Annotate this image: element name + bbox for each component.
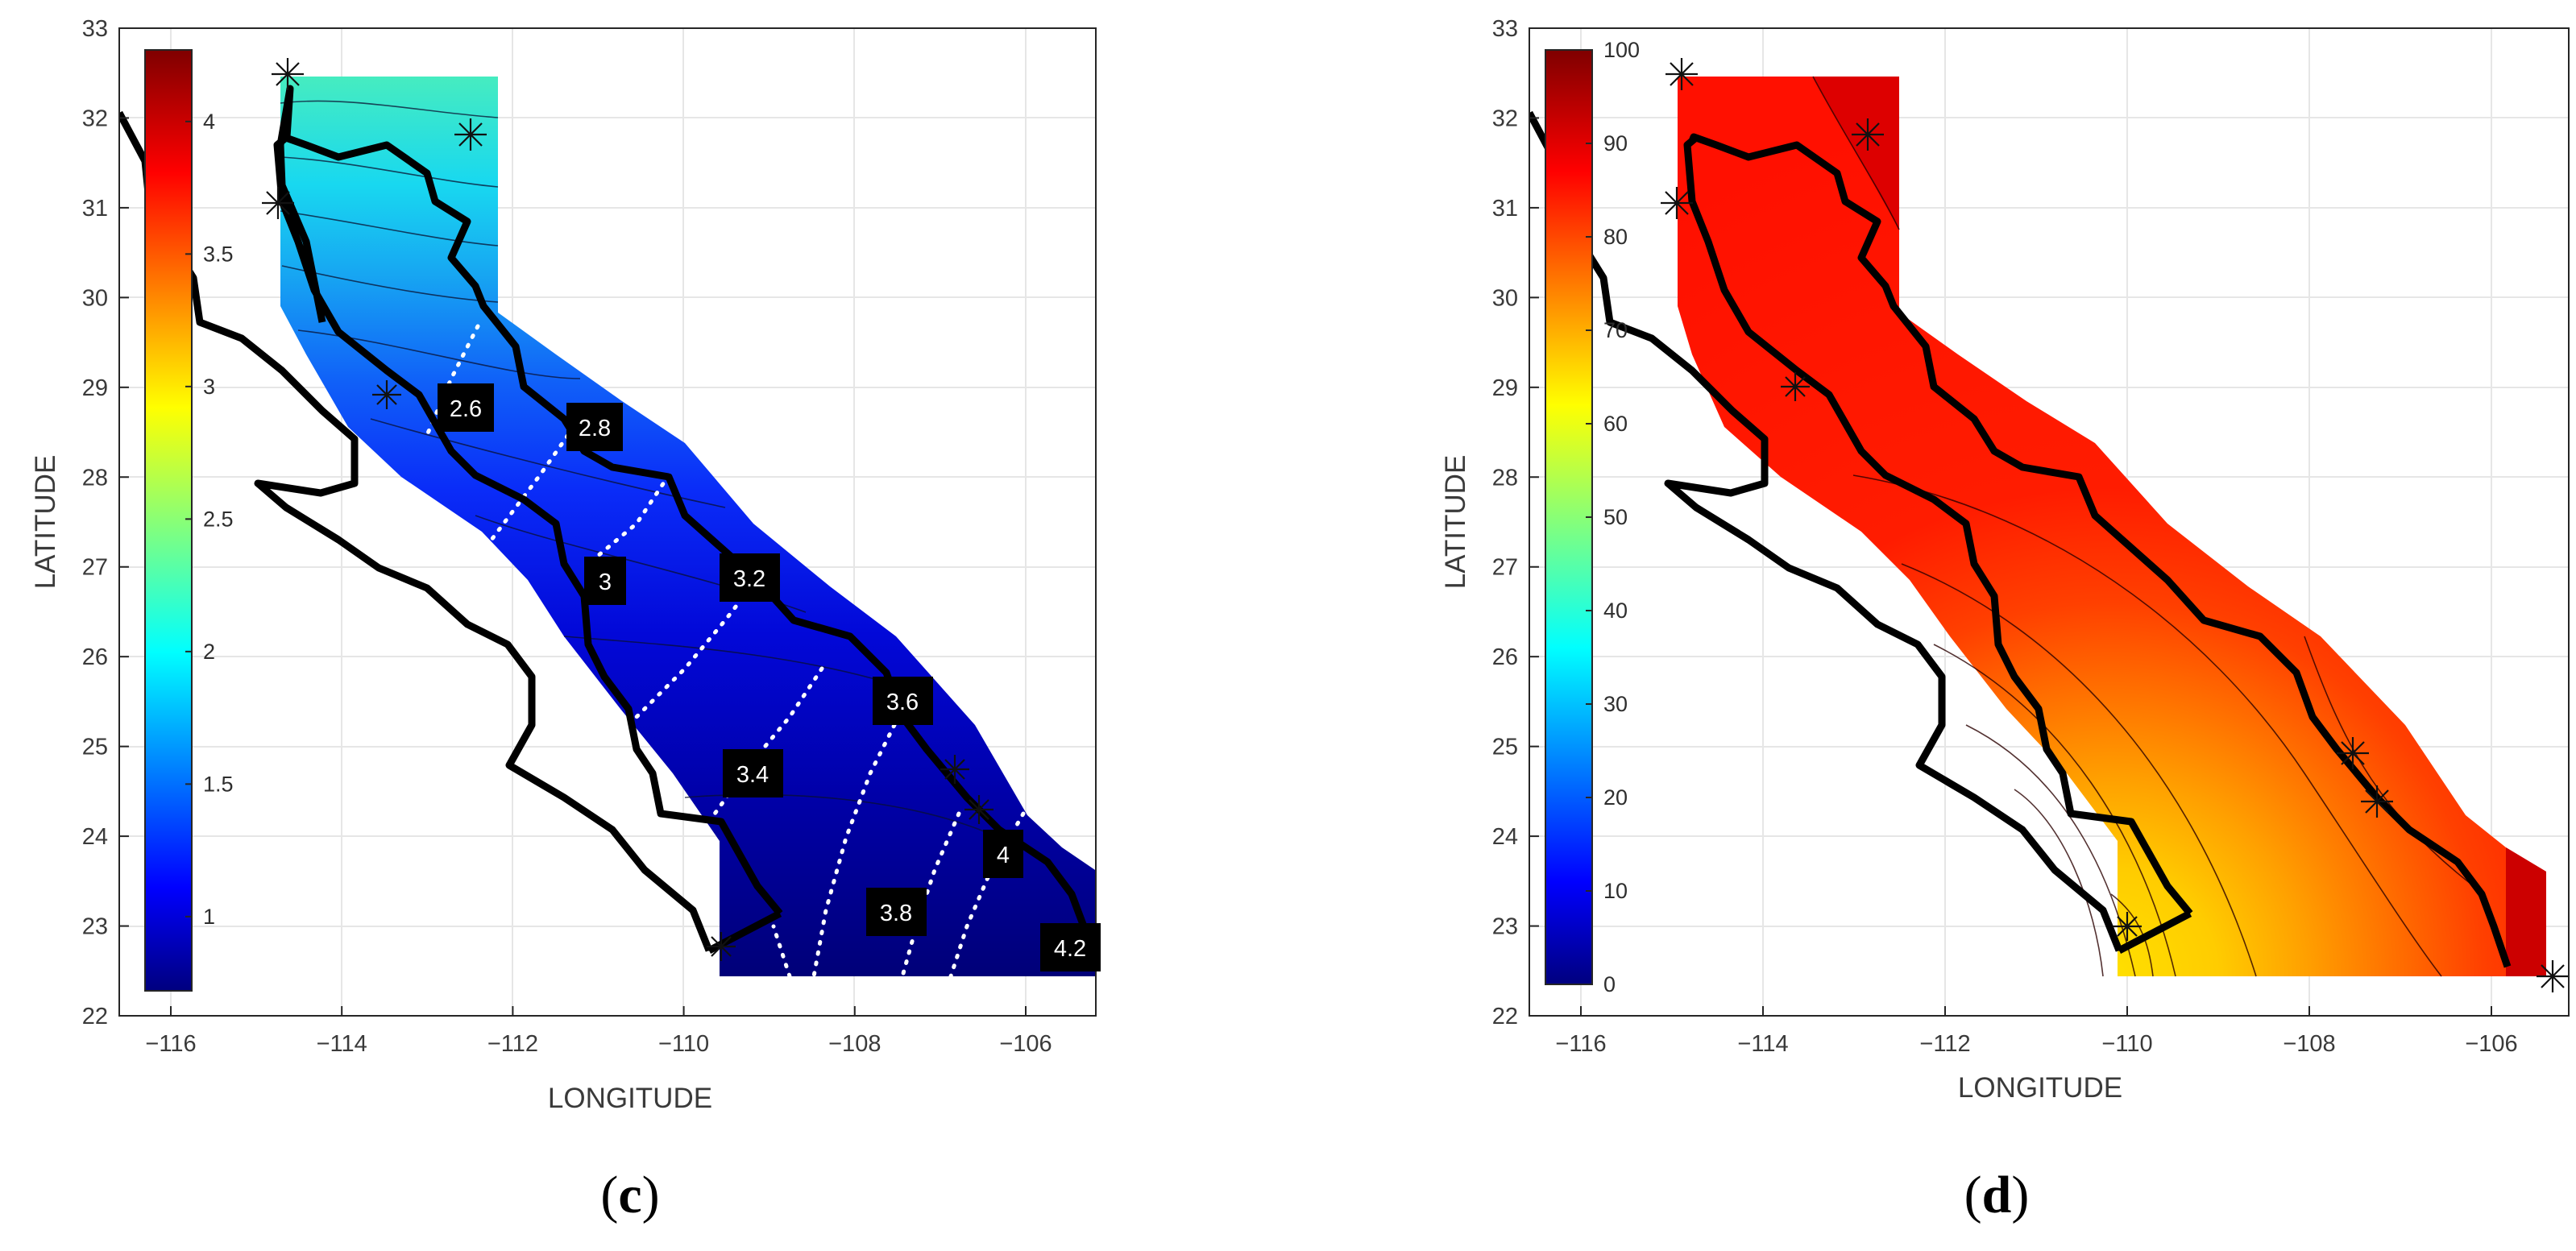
x-tick-label: −110: [658, 1031, 709, 1057]
x-tick-label: −116: [1555, 1031, 1606, 1057]
x-axis-label-d: LONGITUDE: [1958, 1072, 2122, 1104]
contour-label: 3: [599, 570, 612, 595]
contour-label: 4: [997, 843, 1010, 868]
x-tick-label: −114: [317, 1031, 367, 1057]
contour-label: 3.2: [733, 566, 765, 592]
contour-labels-c: 2.6 2.8 3 3.2 3.4 3.6 3.8 4 4.2: [438, 383, 1101, 971]
y-tick-label: 22: [1492, 1004, 1518, 1029]
coastline-c: [119, 85, 1096, 968]
x-tick-label: −108: [828, 1031, 881, 1057]
y-tick-label: 25: [82, 735, 108, 760]
y-tick-label: 33: [82, 16, 108, 42]
panel-label-d: (d): [1964, 1166, 2030, 1224]
x-tick-label: −106: [999, 1031, 1052, 1057]
y-tick-label: 32: [1492, 106, 1518, 131]
filled-contour-region-c: [280, 77, 1096, 976]
y-tick-label: 29: [82, 375, 108, 401]
x-tick-label: −116: [145, 1031, 196, 1057]
x-ticks-c: −116 −114 −112 −110 −108 −106: [145, 1006, 1052, 1057]
x-tick-label: −112: [1919, 1031, 1970, 1057]
station-markers-c: [262, 58, 993, 961]
y-tick-label: 24: [82, 824, 108, 850]
y-tick-label: 25: [1492, 735, 1518, 760]
y-tick-label: 33: [1492, 16, 1518, 42]
y-ticks-d: 22 23 24 25 26 27 28 29 30 31 32 33: [1492, 16, 1539, 1029]
panel-label-c: (c): [600, 1166, 659, 1224]
colorbar-ticks-c: 1 1.5 2 2.5 3 3.5 4: [185, 110, 234, 929]
x-tick-label: −108: [2283, 1031, 2335, 1057]
y-tick-label: 28: [82, 465, 108, 491]
contour-label: 2.8: [579, 416, 611, 441]
axes-frame-d: [1529, 27, 2570, 1017]
x-tick-label: −114: [1737, 1031, 1788, 1057]
colorbar-tick-label: 2: [203, 640, 215, 664]
y-tick-label: 31: [82, 196, 108, 222]
colorbar-tick-label: 1: [203, 905, 215, 929]
x-ticks-d: −116 −114 −112 −110 −108 −106: [1555, 1006, 2518, 1057]
axes-frame-c: [118, 27, 1097, 1017]
y-tick-label: 27: [82, 555, 108, 581]
coastline-d: [1529, 110, 2512, 968]
colorbar-tick-label: 1.5: [203, 772, 234, 796]
x-tick-label: −106: [2465, 1031, 2517, 1057]
colorbar-tick-label: 40: [1603, 599, 1628, 623]
y-tick-label: 26: [1492, 644, 1518, 670]
x-tick-label: −110: [2101, 1031, 2152, 1057]
contour-label: 3.6: [886, 690, 919, 715]
x-axis-label-c: LONGITUDE: [548, 1083, 712, 1114]
y-tick-label: 23: [82, 914, 108, 940]
y-ticks-c: 22 23 24 25 26 27 28 29 30 31 32 33: [82, 16, 129, 1029]
colorbar-ticks-d: 0 10 20 30 40 50 60 70 80 90 100: [1586, 38, 1640, 996]
y-axis-label-d: LATITUDE: [1440, 455, 1471, 590]
colorbar-tick-label: 10: [1603, 879, 1628, 903]
panel-c: 2.6 2.8 3 3.2 3.4 3.6 3.8 4 4.2 1 1.5 2 2.5…: [30, 16, 1101, 1224]
y-tick-label: 30: [82, 285, 108, 311]
colorbar-tick-label: 20: [1603, 785, 1628, 810]
colorbar-tick-label: 0: [1603, 972, 1616, 996]
contour-label: 4.2: [1054, 936, 1086, 962]
y-tick-label: 32: [82, 106, 108, 131]
contour-label: 3.4: [736, 762, 769, 788]
colorbar-tick-label: 3: [203, 375, 215, 399]
colorbar-tick-label: 3.5: [203, 242, 234, 266]
contour-label: 2.6: [450, 396, 482, 422]
station-markers-d: [1661, 58, 2393, 941]
colorbar-tick-label: 70: [1603, 318, 1628, 342]
colorbar-tick-label: 100: [1603, 38, 1640, 62]
y-tick-label: 29: [1492, 375, 1518, 401]
colorbar-d: 0 10 20 30 40 50 60 70 80 90 100: [1545, 38, 1640, 996]
x-tick-label: −112: [487, 1031, 538, 1057]
y-tick-label: 28: [1492, 465, 1518, 491]
y-tick-label: 31: [1492, 196, 1518, 222]
station-marker-edge-d: [2537, 960, 2569, 992]
colorbar-tick-label: 80: [1603, 225, 1628, 249]
colorbar-tick-label: 4: [203, 110, 215, 134]
colorbar-tick-label: 60: [1603, 412, 1628, 436]
colorbar-tick-label: 30: [1603, 692, 1628, 716]
y-tick-label: 22: [82, 1004, 108, 1029]
y-tick-label: 30: [1492, 285, 1518, 311]
y-tick-label: 23: [1492, 914, 1518, 940]
contour-lines-d: [1812, 76, 2474, 977]
y-tick-label: 27: [1492, 555, 1518, 581]
y-tick-label: 26: [82, 644, 108, 670]
colorbar-tick-label: 90: [1603, 131, 1628, 155]
y-tick-label: 24: [1492, 824, 1518, 850]
colorbar-tick-label: 2.5: [203, 507, 234, 531]
dark-red-edge-d: [2506, 847, 2546, 976]
y-axis-label-c: LATITUDE: [30, 455, 61, 590]
contour-label: 3.8: [880, 901, 912, 926]
colorbar-c: 1 1.5 2 2.5 3 3.5 4: [144, 49, 234, 992]
colorbar-tick-label: 50: [1603, 505, 1628, 529]
